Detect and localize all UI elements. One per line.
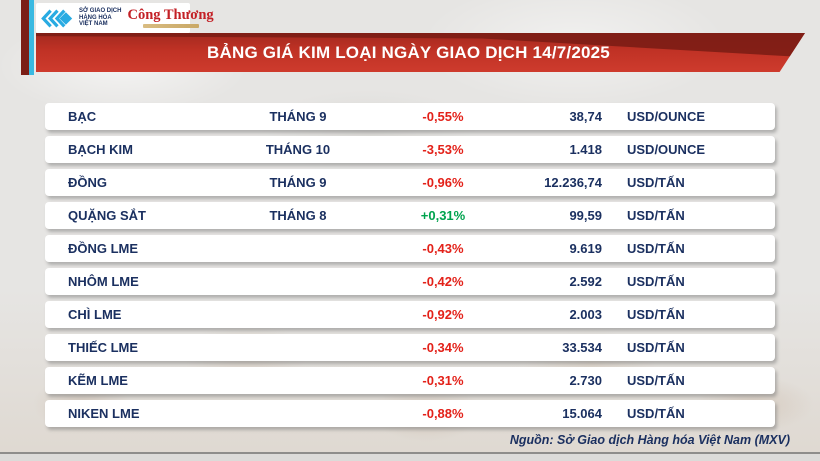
table-row: ĐỒNG THÁNG 9 -0,96% 12.236,74 USD/TẤN bbox=[45, 169, 775, 196]
mxv-line-2: HÀNG HÓA bbox=[79, 14, 112, 21]
price-unit: USD/TẤN bbox=[627, 307, 685, 322]
commodity-name: ĐỒNG bbox=[68, 175, 107, 190]
change-percent: -0,43% bbox=[422, 241, 464, 256]
table-row: THIẾC LME -0,34% 33.534 USD/TẤN bbox=[45, 334, 775, 361]
price-unit: USD/TẤN bbox=[627, 373, 685, 388]
price-value: 99,59 bbox=[569, 208, 602, 223]
logo-box: SỞ GIAO DỊCH HÀNG HÓA VIỆT NAM Công Thươ… bbox=[36, 3, 214, 33]
change-percent: -0,42% bbox=[422, 274, 464, 289]
commodity-name: KẼM LME bbox=[68, 373, 128, 388]
price-value: 2.730 bbox=[569, 373, 602, 388]
congthuong-tagline-bar bbox=[142, 23, 199, 28]
table-row: BẠCH KIM THÁNG 10 -3,53% 1.418 USD/OUNCE bbox=[45, 136, 775, 163]
table-row: QUẶNG SẮT THÁNG 8 +0,31% 99,59 USD/TẤN bbox=[45, 202, 775, 229]
table-row: ĐỒNG LME -0,43% 9.619 USD/TẤN bbox=[45, 235, 775, 262]
table-row: BẠC THÁNG 9 -0,55% 38,74 USD/OUNCE bbox=[45, 103, 775, 130]
commodity-name: QUẶNG SẮT bbox=[68, 208, 146, 223]
commodity-name: NIKEN LME bbox=[68, 406, 140, 421]
mxv-logo-icon bbox=[41, 8, 75, 29]
price-value: 2.003 bbox=[569, 307, 602, 322]
price-value: 15.064 bbox=[562, 406, 602, 421]
price-unit: USD/TẤN bbox=[627, 340, 685, 355]
price-value: 2.592 bbox=[569, 274, 602, 289]
page-title: BẢNG GIÁ KIM LOẠI NGÀY GIAO DỊCH 14/7/20… bbox=[207, 42, 610, 62]
table-row: NIKEN LME -0,88% 15.064 USD/TẤN bbox=[45, 400, 775, 427]
left-accent-bar-cyan bbox=[29, 0, 34, 75]
price-value: 38,74 bbox=[569, 109, 602, 124]
mxv-line-1: SỞ GIAO DỊCH bbox=[79, 7, 122, 14]
contract-month: THÁNG 8 bbox=[269, 208, 327, 223]
price-unit: USD/TẤN bbox=[627, 241, 685, 256]
commodity-name: CHÌ LME bbox=[68, 307, 122, 322]
price-value: 1.418 bbox=[569, 142, 602, 157]
contract-month: THÁNG 10 bbox=[265, 142, 331, 157]
change-percent: -0,96% bbox=[422, 175, 464, 190]
commodity-name: ĐỒNG LME bbox=[68, 241, 139, 256]
commodity-name: THIẾC LME bbox=[68, 340, 139, 355]
table-row: NHÔM LME -0,42% 2.592 USD/TẤN bbox=[45, 268, 775, 295]
mxv-logo-text: SỞ GIAO DỊCH HÀNG HÓA VIỆT NAM bbox=[79, 8, 121, 29]
change-percent: -0,88% bbox=[422, 406, 464, 421]
bottom-strip bbox=[0, 454, 820, 461]
congthuong-logo-text: Công Thương bbox=[127, 7, 214, 24]
price-value: 33.534 bbox=[562, 340, 602, 355]
commodity-name: BẠC bbox=[68, 109, 97, 124]
change-percent: +0,31% bbox=[420, 208, 466, 223]
price-table: BẠC THÁNG 9 -0,55% 38,74 USD/OUNCE BẠCH … bbox=[45, 103, 775, 433]
table-row: CHÌ LME -0,92% 2.003 USD/TẤN bbox=[45, 301, 775, 328]
change-percent: -0,55% bbox=[422, 109, 464, 124]
change-percent: -0,34% bbox=[422, 340, 464, 355]
commodity-name: BẠCH KIM bbox=[68, 142, 133, 157]
contract-month: THÁNG 9 bbox=[269, 175, 327, 190]
congthuong-logo: Công Thương bbox=[127, 7, 214, 28]
commodity-name: NHÔM LME bbox=[68, 274, 139, 289]
change-percent: -0,31% bbox=[422, 373, 464, 388]
mxv-line-3: VIỆT NAM bbox=[79, 21, 108, 28]
price-unit: USD/OUNCE bbox=[627, 109, 706, 124]
price-value: 12.236,74 bbox=[544, 175, 602, 190]
price-unit: USD/TẤN bbox=[627, 274, 685, 289]
contract-month: THÁNG 9 bbox=[269, 109, 327, 124]
price-unit: USD/TẤN bbox=[627, 175, 685, 190]
left-accent-bar-red bbox=[21, 0, 29, 75]
price-unit: USD/TẤN bbox=[627, 406, 685, 421]
price-unit: USD/TẤN bbox=[627, 208, 685, 223]
title-banner: BẢNG GIÁ KIM LOẠI NGÀY GIAO DỊCH 14/7/20… bbox=[36, 33, 805, 72]
source-note: Nguồn: Sở Giao dịch Hàng hóa Việt Nam (M… bbox=[509, 433, 790, 447]
bottom-divider bbox=[0, 452, 820, 454]
change-percent: -3,53% bbox=[422, 142, 464, 157]
change-percent: -0,92% bbox=[422, 307, 464, 322]
price-unit: USD/OUNCE bbox=[627, 142, 706, 157]
price-value: 9.619 bbox=[569, 241, 602, 256]
table-row: KẼM LME -0,31% 2.730 USD/TẤN bbox=[45, 367, 775, 394]
